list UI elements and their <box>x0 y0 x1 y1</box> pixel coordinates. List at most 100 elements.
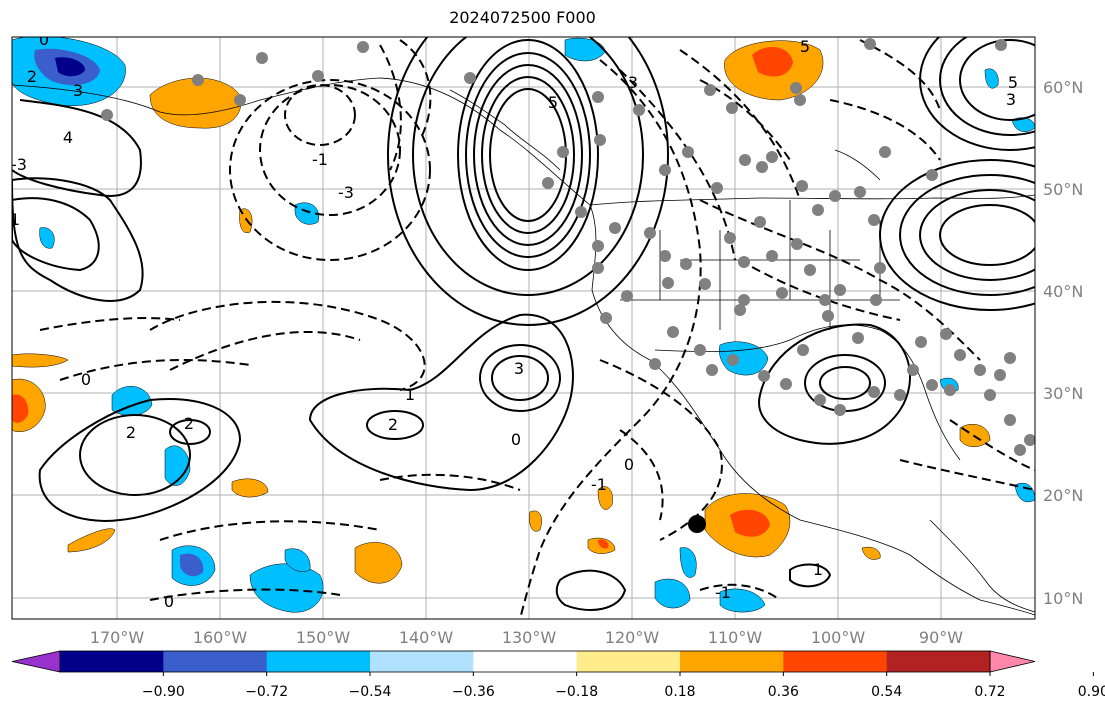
negative-anomaly-region <box>679 547 697 578</box>
station-dot <box>357 41 369 53</box>
station-dot <box>734 304 746 316</box>
station-dot <box>621 290 633 302</box>
station-dot <box>680 258 692 270</box>
colorbar <box>11 650 1036 673</box>
station-dot <box>834 284 846 296</box>
positive-anomaly-region <box>354 542 403 584</box>
contour-label: 1 <box>405 385 415 404</box>
station-dot <box>234 94 246 106</box>
colorbar-segment <box>60 651 164 672</box>
station-dot <box>600 312 612 324</box>
negative-anomaly-region <box>719 588 766 613</box>
colorbar-extend-low <box>11 650 61 673</box>
colorbar-tick-label: −0.54 <box>349 684 392 700</box>
station-dot <box>649 358 661 370</box>
contour-label: 3 <box>73 81 83 100</box>
station-dot <box>819 294 831 306</box>
station-dot <box>814 394 826 406</box>
station-dot <box>726 102 738 114</box>
station-dot <box>1014 444 1026 456</box>
station-dot <box>592 240 604 252</box>
station-dot <box>594 134 606 146</box>
station-dot <box>915 336 927 348</box>
station-dot <box>609 222 621 234</box>
positive-anomaly-core <box>598 539 609 549</box>
latitude-label: 60°N <box>1043 78 1083 97</box>
negative-anomaly-region <box>164 445 191 486</box>
station-dot <box>797 344 809 356</box>
station-dot <box>633 104 645 116</box>
contour-label: 2 <box>27 67 37 86</box>
map-frame <box>11 36 1036 620</box>
contour-label: 3 <box>1006 90 1016 109</box>
location-marker <box>688 515 706 533</box>
station-dot <box>694 344 706 356</box>
station-dot <box>1004 414 1016 426</box>
station-dot <box>682 146 694 158</box>
station-dot <box>644 227 656 239</box>
longitude-label: 130°W <box>502 628 557 647</box>
colorbar-tick-label: −0.90 <box>142 684 185 700</box>
colorbar-segment <box>370 651 474 672</box>
station-dot <box>868 386 880 398</box>
negative-anomaly-region <box>284 548 311 572</box>
station-dot <box>557 146 569 158</box>
station-dot <box>704 84 716 96</box>
longitude-label: 120°W <box>605 628 660 647</box>
station-dot <box>822 310 834 322</box>
positive-anomaly-core <box>752 46 793 77</box>
colorbar-tick-label: −0.36 <box>452 684 495 700</box>
contour-label: 0 <box>164 592 174 611</box>
latitude-label: 30°N <box>1043 384 1083 403</box>
station-dot <box>706 364 718 376</box>
station-dot <box>575 206 587 218</box>
longitude-label: 110°W <box>708 628 763 647</box>
station-dot <box>724 232 736 244</box>
negative-anomaly-region <box>1011 117 1035 132</box>
station-dot <box>984 389 996 401</box>
longitude-label: 90°W <box>919 628 963 647</box>
positive-anomaly-region <box>231 478 269 498</box>
latitude-label: 50°N <box>1043 180 1083 199</box>
contour-label: 5 <box>1008 73 1018 92</box>
colorbar-tick-label: −0.18 <box>555 684 598 700</box>
station-dot <box>974 364 986 376</box>
colorbar-tick-label: 0.36 <box>768 684 799 700</box>
station-dot <box>790 82 802 94</box>
station-dot <box>1024 434 1035 446</box>
station-dot <box>1004 352 1016 364</box>
contour-label: -3 <box>11 155 27 174</box>
station-dot <box>256 52 268 64</box>
contour-label: -1 <box>591 475 607 494</box>
contour-label: -3 <box>338 183 354 202</box>
contour-label: 0 <box>511 430 521 449</box>
map-title: 2024072500 F000 <box>449 8 596 27</box>
station-dot <box>659 164 671 176</box>
station-dot <box>592 262 604 274</box>
negative-anomaly-region <box>1014 482 1035 503</box>
station-dot <box>776 287 788 299</box>
station-dot <box>101 109 113 121</box>
longitude-label: 140°W <box>399 628 454 647</box>
station-dot <box>874 262 886 274</box>
contour-label: 1 <box>10 210 20 229</box>
positive-anomaly-region <box>67 528 116 553</box>
longitude-label: 170°W <box>90 628 145 647</box>
positive-anomaly-region <box>12 353 69 368</box>
latitude-label: 10°N <box>1043 589 1083 608</box>
station-dot <box>995 39 1007 51</box>
negative-anomaly-core <box>55 57 85 77</box>
latitude-label: 40°N <box>1043 282 1083 301</box>
station-dot <box>926 169 938 181</box>
station-dot <box>870 294 882 306</box>
positive-anomaly-core <box>730 509 770 537</box>
colorbar-tick-label: 0.18 <box>664 684 695 700</box>
latitude-label: 20°N <box>1043 486 1083 505</box>
negative-anomaly-core <box>180 553 204 577</box>
station-dot <box>754 216 766 228</box>
station-dot <box>868 214 880 226</box>
station-dot <box>879 146 891 158</box>
station-dot <box>894 389 906 401</box>
positive-anomaly-region <box>239 208 253 234</box>
